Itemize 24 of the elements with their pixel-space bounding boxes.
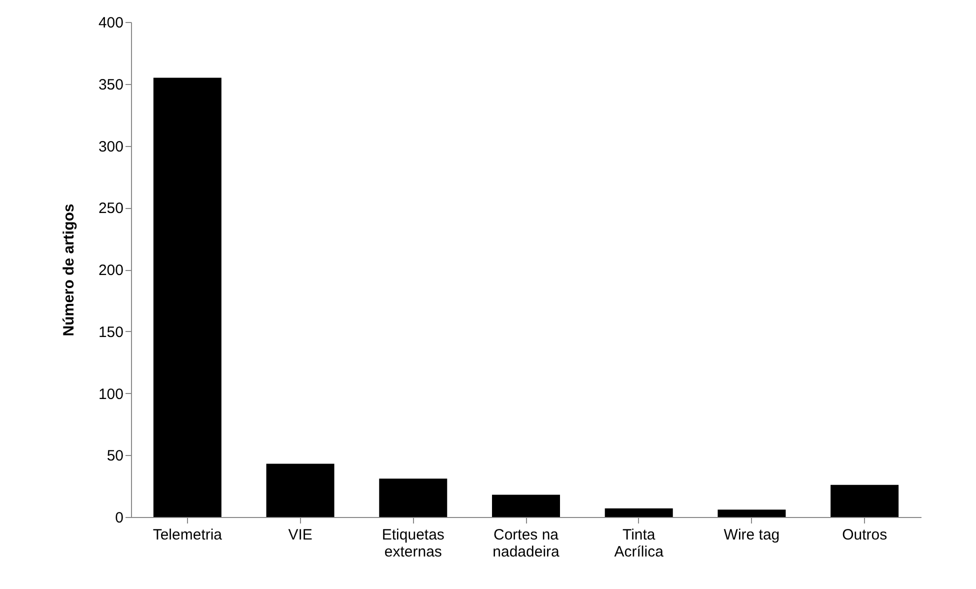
bar (379, 478, 448, 517)
bar (153, 78, 222, 517)
y-tick-label: 300 (98, 138, 124, 156)
x-tick-label: Telemetria (152, 526, 223, 544)
x-tick-label: Tinta Acrílica (614, 526, 664, 560)
y-tick-label: 150 (98, 324, 124, 341)
x-tick-label: VIE (288, 526, 312, 544)
x-tick-label: Outros (842, 526, 888, 544)
bar (718, 510, 786, 517)
y-tick-label: 0 (115, 510, 124, 526)
y-tick-label: 400 (98, 14, 124, 32)
y-tick-label: 200 (98, 262, 124, 279)
bar (266, 464, 334, 517)
y-tick-label: 250 (98, 200, 124, 218)
bar (830, 484, 899, 517)
x-tick-label: Wire tag (724, 526, 780, 544)
y-tick-label: 350 (98, 76, 124, 94)
y-tick-label: 50 (106, 448, 124, 465)
x-tick-label: Cortes na nadadeira (492, 526, 560, 560)
bar (492, 494, 560, 517)
x-tick-label: Etiquetas externas (382, 526, 444, 560)
y-axis-title: Número de artigos (60, 204, 78, 336)
bar (604, 508, 673, 517)
y-tick-label: 100 (98, 386, 124, 403)
